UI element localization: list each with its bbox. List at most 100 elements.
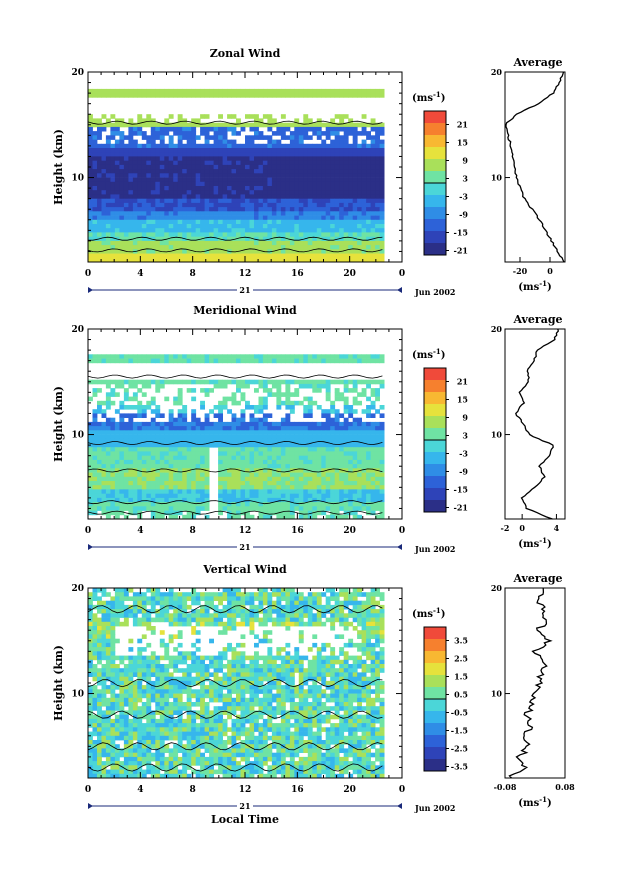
heatmap-cell <box>182 190 188 195</box>
heatmap-cell <box>173 613 179 618</box>
heatmap-cell <box>88 88 93 94</box>
heatmap-cell <box>159 447 165 452</box>
heatmap-cell <box>240 476 246 482</box>
heatmap-cell <box>222 126 228 132</box>
heatmap-cell <box>321 186 327 191</box>
heatmap-cell <box>105 434 111 440</box>
heatmap-cell <box>321 181 327 187</box>
heatmap-cell <box>150 379 156 385</box>
heatmap-cell <box>137 451 143 456</box>
heatmap-cell <box>159 202 165 208</box>
heatmap-cell <box>325 126 331 132</box>
heatmap-cell <box>128 405 134 410</box>
heatmap-cell <box>186 143 192 149</box>
heatmap-cell <box>177 510 183 516</box>
heatmap-cell <box>119 485 125 490</box>
heatmap-cell <box>271 215 277 221</box>
heatmap-cell <box>366 421 371 427</box>
heatmap-cell <box>146 497 152 503</box>
heatmap-cell <box>231 506 237 511</box>
heatmap-cell <box>182 421 188 427</box>
heatmap-cell <box>303 600 309 606</box>
heatmap-cell <box>370 126 376 132</box>
heatmap-cell <box>213 160 219 166</box>
heatmap-cell <box>231 455 237 461</box>
heatmap-cell <box>173 455 179 461</box>
heatmap-cell <box>168 190 174 195</box>
heatmap-cell <box>361 173 367 178</box>
heatmap-cell <box>245 502 250 507</box>
heatmap-cell <box>195 190 201 195</box>
heatmap-cell <box>191 249 197 254</box>
heatmap-cell <box>330 228 336 233</box>
heatmap-cell <box>236 383 241 389</box>
heatmap-cell <box>249 173 255 178</box>
heatmap-cell <box>285 169 291 174</box>
heatmap-cell <box>97 164 102 170</box>
heatmap-cell <box>231 417 237 423</box>
heatmap-cell <box>123 143 129 149</box>
heatmap-cell <box>262 426 268 431</box>
heatmap-cell <box>303 211 309 216</box>
heatmap-cell <box>168 506 174 511</box>
heatmap-cell <box>186 358 192 364</box>
heatmap-cell <box>195 207 201 212</box>
heatmap-cell <box>132 358 138 364</box>
colorbar-tick-label: 3 <box>462 431 468 441</box>
heatmap-cell <box>285 510 291 516</box>
heatmap-cell <box>168 164 174 170</box>
heatmap-cell <box>200 245 205 250</box>
heatmap-cell <box>312 383 318 389</box>
heatmap-cell <box>361 609 367 614</box>
heatmap-cell <box>321 232 327 237</box>
heatmap-cell <box>119 190 125 195</box>
heatmap-cell <box>343 405 349 410</box>
heatmap-cell <box>88 459 93 465</box>
heatmap-cell <box>159 139 165 145</box>
heatmap-cell <box>164 152 170 157</box>
heatmap-cell <box>231 232 237 237</box>
heatmap-cell <box>186 181 192 187</box>
heatmap-cell <box>240 190 246 195</box>
heatmap-cell <box>110 613 116 618</box>
heatmap-cell <box>137 514 143 520</box>
heatmap-cell <box>132 609 138 614</box>
heatmap-cell <box>137 409 143 414</box>
heatmap-cell <box>218 215 223 221</box>
heatmap-cell <box>132 485 138 490</box>
heatmap-cell <box>357 481 362 486</box>
heatmap-cell <box>105 502 111 507</box>
heatmap-cell <box>182 215 188 221</box>
heatmap-cell <box>352 224 358 229</box>
heatmap-cell <box>97 409 102 414</box>
heatmap-cell <box>361 426 367 431</box>
heatmap-cell <box>249 472 255 478</box>
heatmap-cell <box>150 164 156 170</box>
heatmap-cell <box>119 600 125 606</box>
heatmap-cell <box>312 198 318 204</box>
heatmap-cell <box>357 194 362 199</box>
heatmap-cell <box>254 245 259 250</box>
heatmap-cell <box>298 93 304 98</box>
heatmap-cell <box>200 400 205 406</box>
heatmap-cell <box>298 464 304 469</box>
heatmap-cell <box>307 135 313 140</box>
heatmap-cell <box>339 447 345 452</box>
heatmap-cell <box>222 177 228 183</box>
heatmap-cell <box>213 426 219 431</box>
heatmap-cell <box>321 194 327 199</box>
heatmap-cell <box>114 232 120 237</box>
heatmap-cell <box>258 379 264 385</box>
heatmap-cell <box>343 240 349 246</box>
heatmap-cell <box>289 596 295 601</box>
heatmap-cell <box>177 417 183 423</box>
heatmap-cell <box>218 181 223 187</box>
heatmap-cell <box>177 156 183 161</box>
heatmap-cell <box>141 215 147 221</box>
heatmap-cell <box>352 190 358 195</box>
heatmap-cell <box>289 358 295 364</box>
colorbar-segment <box>424 464 446 477</box>
heatmap-cell <box>254 228 259 233</box>
heatmap-cell <box>366 257 371 263</box>
units-close: ) <box>547 539 552 550</box>
